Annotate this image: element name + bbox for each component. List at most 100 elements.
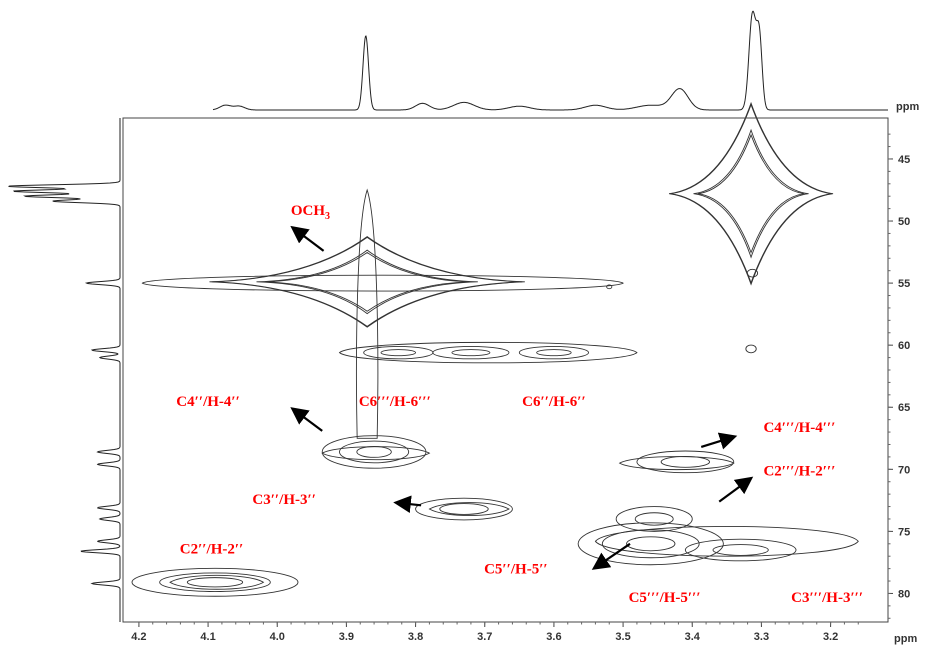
y-unit-label: ppm — [896, 101, 919, 113]
contour-line — [660, 455, 710, 468]
contour-line — [159, 572, 271, 593]
annotation-label: C2′′′/H-2′′′ — [763, 464, 835, 480]
cross-peak-p-55 — [209, 236, 525, 328]
cross-peak-p-60a — [363, 345, 434, 360]
ann-c2pp: C2′′/H-2′′ — [180, 542, 244, 558]
x-tick-label: 3.5 — [615, 631, 630, 643]
x-tick-label: 4.1 — [200, 631, 215, 643]
x-tick-label: 3.7 — [477, 631, 492, 643]
contour-ridge — [356, 188, 379, 439]
annotation-label: C4′′′/H-4′′′ — [763, 420, 835, 436]
y-tick-label: 45 — [898, 154, 910, 166]
cross-peak-p-60b — [432, 345, 510, 360]
annotation-arrow — [591, 542, 631, 570]
x-tick-label: 3.2 — [823, 631, 838, 643]
x-tick-label: 4.0 — [270, 631, 285, 643]
cross-peak-p-76.5 — [684, 538, 797, 562]
ann-c3pp: C3′′/H-3′′ — [252, 492, 422, 513]
contour-line — [432, 345, 510, 360]
y-tick-label: 75 — [898, 526, 910, 538]
assignment-labels: OCH3 C4′′/H-4′′ C6′′′/H-6′′′ C6′′/H-6′′ C4′′… — [176, 203, 863, 606]
contour-line — [356, 446, 392, 458]
annotation-label: C6′′′/H-6′′′ — [359, 394, 431, 410]
y-axis: 45 50 55 60 65 70 75 80 ppm — [888, 101, 919, 619]
ann-c6ppp: C6′′′/H-6′′′ — [359, 394, 431, 410]
contour-line — [577, 522, 724, 566]
contour-line — [697, 133, 805, 254]
annotation-arrow — [700, 432, 738, 450]
contour-line — [321, 435, 427, 469]
contour-line — [626, 536, 676, 552]
ann-c4ppp: C4′′′/H-4′′′ — [700, 420, 835, 450]
annotation-label: C3′′′/H-3′′′ — [791, 590, 863, 606]
ann-c5ppp: C5′′′/H-5′′′ — [629, 590, 701, 606]
y-tick-label: 60 — [898, 340, 910, 352]
annotation-label: OCH3 — [291, 203, 330, 222]
contour-line — [415, 497, 513, 521]
annotation-label: C5′′′/H-5′′′ — [629, 590, 701, 606]
y-tick-label: 55 — [898, 278, 910, 290]
annotation-arrow — [393, 495, 422, 513]
contour-line — [380, 349, 417, 357]
ann-c5pp: C5′′/H-5′′ — [484, 542, 631, 578]
contour-line — [363, 345, 434, 360]
y-tick-label: 65 — [898, 402, 910, 414]
contour-envelope — [428, 502, 510, 517]
contour-line — [746, 268, 759, 278]
x-tick-label: 3.6 — [546, 631, 561, 643]
contour-line — [131, 567, 299, 597]
cross-peak-p-48 — [668, 101, 834, 286]
annotation-label: C3′′/H-3′′ — [252, 492, 316, 508]
cross-peak-p-74 — [615, 506, 693, 532]
cross-peak-p-54.2 — [746, 268, 759, 278]
contour-envelope — [141, 274, 624, 292]
y-tick-label: 80 — [898, 588, 910, 600]
contour-line — [451, 349, 491, 357]
left-1d-projection — [8, 118, 121, 622]
cross-peak-p-60c — [518, 345, 589, 360]
contour-line — [745, 344, 757, 354]
contour-line — [684, 538, 797, 562]
contour-line — [209, 236, 525, 328]
contour-line — [668, 101, 834, 286]
contour-line — [439, 503, 489, 515]
contour-line — [264, 251, 470, 312]
contour-envelope — [618, 456, 735, 471]
contour-line — [536, 349, 572, 357]
annotation-arrow — [290, 225, 325, 252]
cross-peak-p-79 — [131, 567, 299, 597]
x-tick-label: 3.8 — [408, 631, 423, 643]
contour-line — [601, 529, 700, 559]
x-axis: 4.2 4.1 4.0 3.9 3.8 3.7 3.6 3.5 3.4 3.3 3.2 ppm — [131, 622, 917, 645]
contour-line — [606, 284, 613, 290]
x-tick-label: 4.2 — [131, 631, 146, 643]
cross-peak-p-73 — [415, 497, 513, 521]
x-tick-label: 3.3 — [754, 631, 769, 643]
ann-och3: OCH3 — [290, 203, 330, 252]
annotation-label: C2′′/H-2′′ — [180, 542, 244, 558]
contour-line — [186, 577, 244, 588]
contour-line — [634, 512, 674, 526]
annotation-label: C5′′/H-5′′ — [484, 562, 548, 578]
cross-peak-p-55.3 — [606, 284, 613, 290]
annotation-arrow — [718, 476, 754, 503]
contour-line — [518, 345, 589, 360]
top-projection-trace — [212, 10, 888, 111]
left-projection-trace — [8, 118, 121, 622]
x-tick-label: 3.4 — [685, 631, 701, 643]
contour-line — [339, 440, 410, 464]
x-tick-label: 3.9 — [339, 631, 354, 643]
contour-line — [712, 544, 769, 556]
contour-line — [636, 450, 735, 474]
top-1d-projection — [212, 10, 888, 111]
contour-envelope — [594, 526, 859, 557]
contour-envelope — [169, 574, 265, 590]
y-tick-label: 50 — [898, 216, 910, 228]
cross-peak-p-68.5 — [321, 435, 427, 469]
ann-c2ppp: C2′′′/H-2′′′ — [718, 464, 835, 503]
ann-c4pp: C4′′/H-4′′ — [176, 394, 323, 432]
x-unit-label: ppm — [894, 633, 917, 645]
cross-peak-p-60.3 — [745, 344, 757, 354]
annotation-label: C4′′/H-4′′ — [176, 394, 240, 410]
